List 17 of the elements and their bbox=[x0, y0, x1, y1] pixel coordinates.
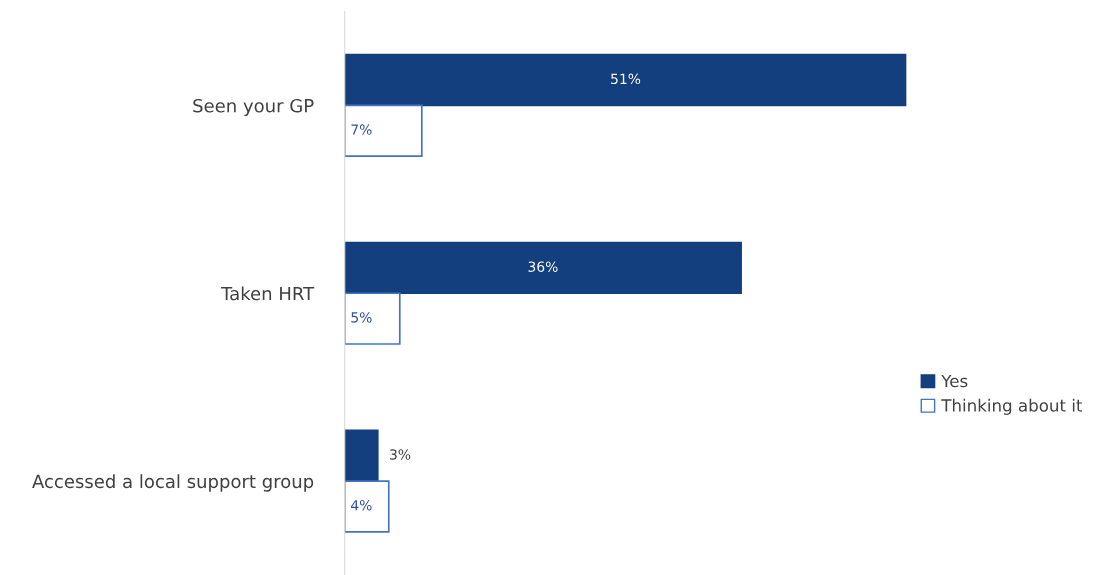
legend-label: Yes bbox=[941, 374, 968, 388]
data-label: 51% bbox=[611, 73, 641, 85]
bar bbox=[344, 292, 401, 345]
y-tick-label: Accessed a local support group bbox=[32, 474, 314, 492]
data-label: 36% bbox=[528, 261, 558, 272]
legend-label: Thinking about it bbox=[941, 398, 1083, 415]
data-label: 3% bbox=[390, 449, 411, 460]
y-tick-label: Seen your GP bbox=[193, 98, 314, 117]
y-tick-label: Taken HRT bbox=[221, 286, 315, 301]
bar bbox=[344, 241, 742, 295]
data-label: 5% bbox=[351, 312, 372, 323]
bar bbox=[344, 104, 423, 157]
bar bbox=[344, 480, 390, 533]
bar bbox=[344, 53, 907, 107]
data-label: 7% bbox=[351, 124, 372, 135]
data-label: 4% bbox=[351, 499, 372, 511]
bar bbox=[344, 429, 379, 482]
